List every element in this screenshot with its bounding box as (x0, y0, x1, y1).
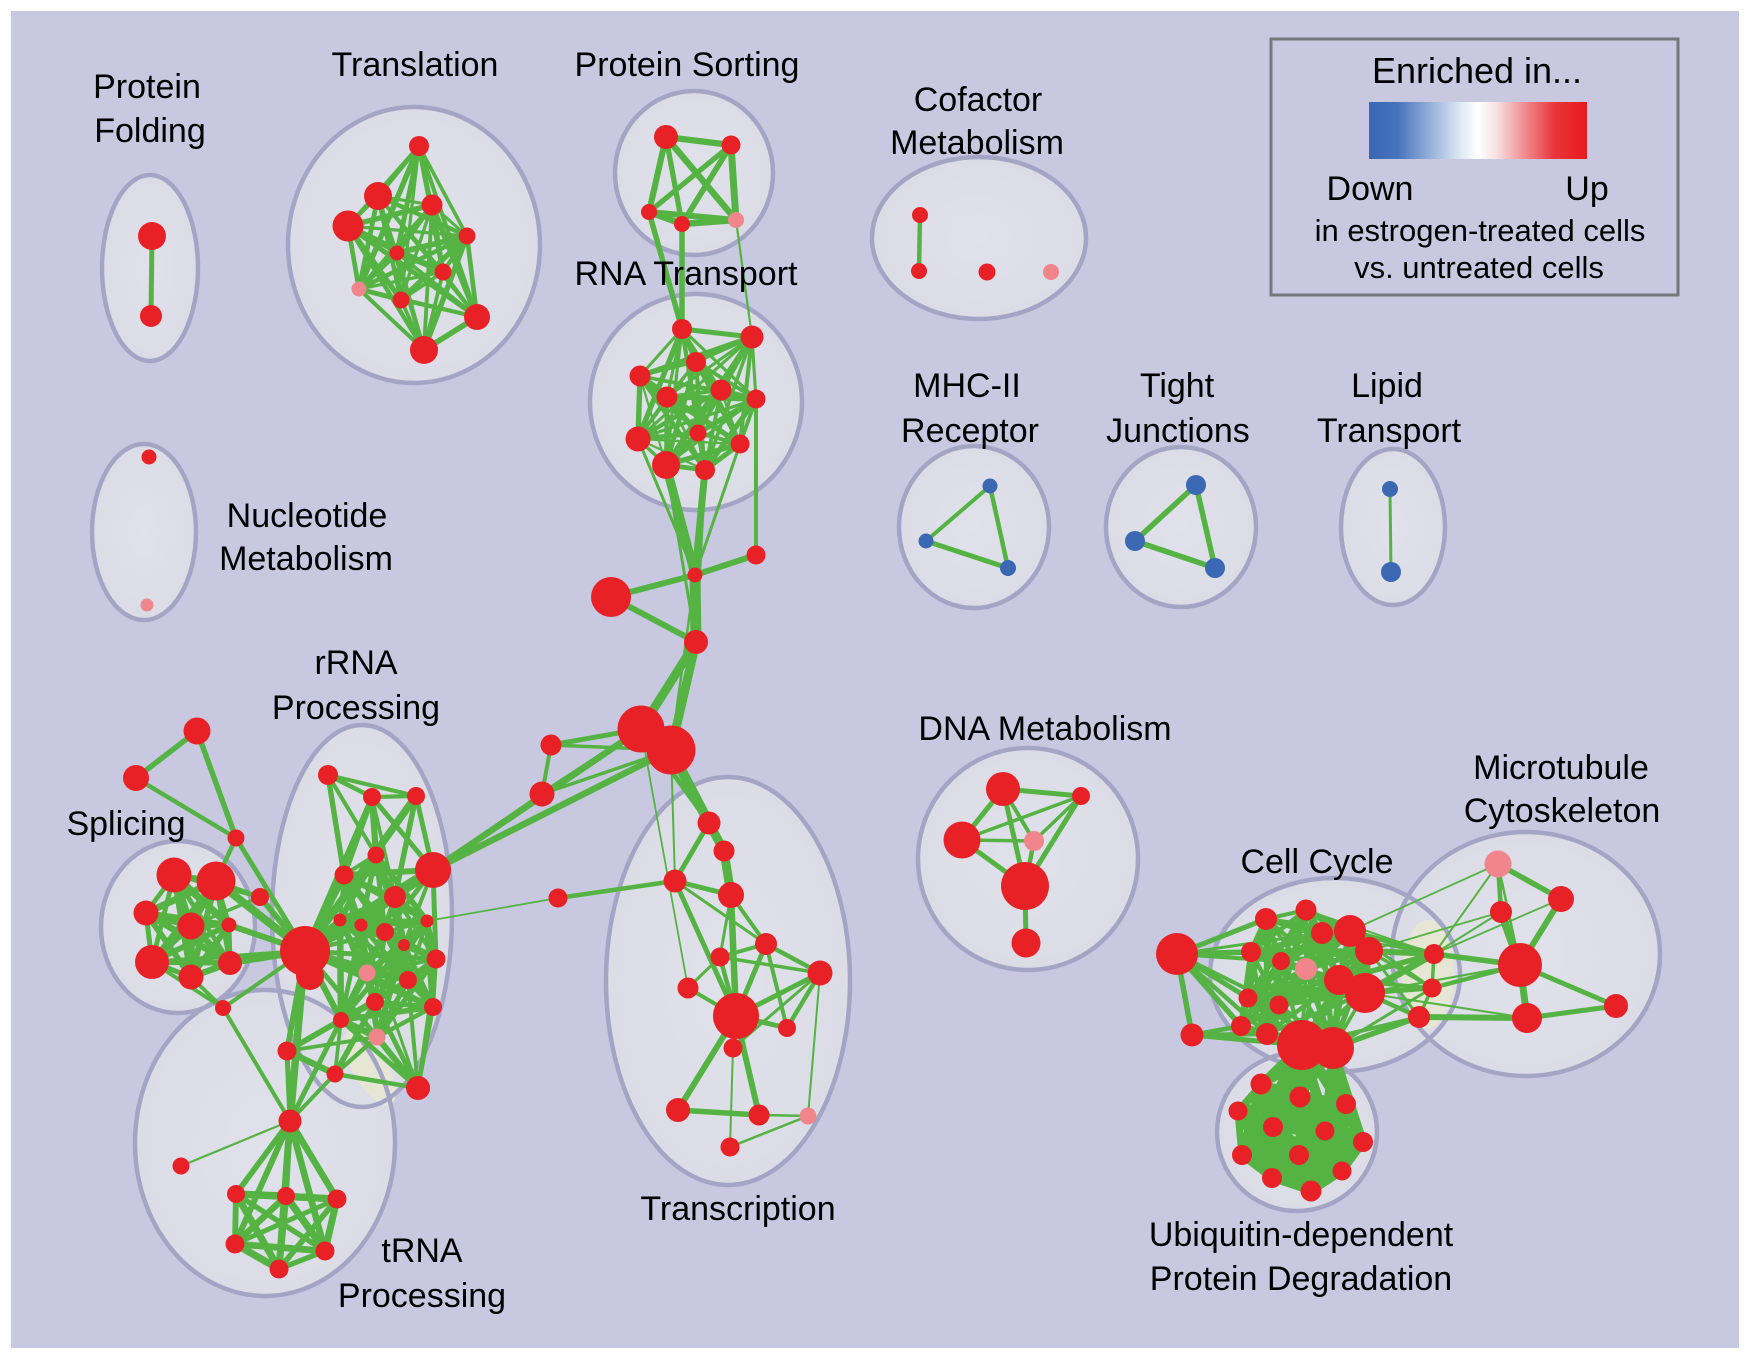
svg-text:Cytoskeleton: Cytoskeleton (1464, 792, 1661, 830)
svg-text:Protein Sorting: Protein Sorting (575, 46, 800, 84)
svg-text:Junctions: Junctions (1106, 412, 1250, 450)
svg-text:rRNA: rRNA (314, 644, 397, 682)
svg-text:Processing: Processing (338, 1277, 506, 1315)
svg-text:Metabolism: Metabolism (890, 124, 1064, 162)
svg-text:Translation: Translation (332, 46, 499, 84)
svg-text:DNA Metabolism: DNA Metabolism (918, 710, 1171, 748)
svg-text:Enriched in...: Enriched in... (1372, 50, 1582, 91)
svg-text:Folding: Folding (94, 112, 206, 150)
svg-text:in estrogen-treated cells: in estrogen-treated cells (1315, 213, 1646, 248)
svg-text:Down: Down (1327, 170, 1414, 208)
svg-text:Nucleotide: Nucleotide (227, 497, 388, 535)
svg-text:Processing: Processing (272, 689, 440, 727)
svg-text:Cofactor: Cofactor (914, 81, 1043, 119)
svg-text:tRNA: tRNA (381, 1232, 463, 1270)
svg-text:MHC-II: MHC-II (913, 367, 1021, 405)
svg-text:Transport: Transport (1317, 412, 1462, 450)
svg-text:Cell Cycle: Cell Cycle (1240, 843, 1393, 881)
svg-text:Metabolism: Metabolism (219, 540, 393, 578)
svg-text:Splicing: Splicing (66, 805, 185, 843)
svg-text:Lipid: Lipid (1351, 367, 1423, 405)
svg-text:Up: Up (1565, 170, 1608, 208)
svg-text:Transcription: Transcription (640, 1190, 835, 1228)
svg-text:vs. untreated cells: vs. untreated cells (1354, 250, 1604, 285)
svg-text:Protein: Protein (93, 68, 201, 106)
svg-text:Receptor: Receptor (901, 412, 1039, 450)
svg-text:Ubiquitin-dependent: Ubiquitin-dependent (1149, 1216, 1454, 1254)
svg-text:Microtubule: Microtubule (1473, 749, 1649, 787)
svg-text:Protein Degradation: Protein Degradation (1150, 1260, 1452, 1298)
svg-text:Tight: Tight (1140, 367, 1215, 405)
svg-text:RNA Transport: RNA Transport (575, 255, 799, 293)
